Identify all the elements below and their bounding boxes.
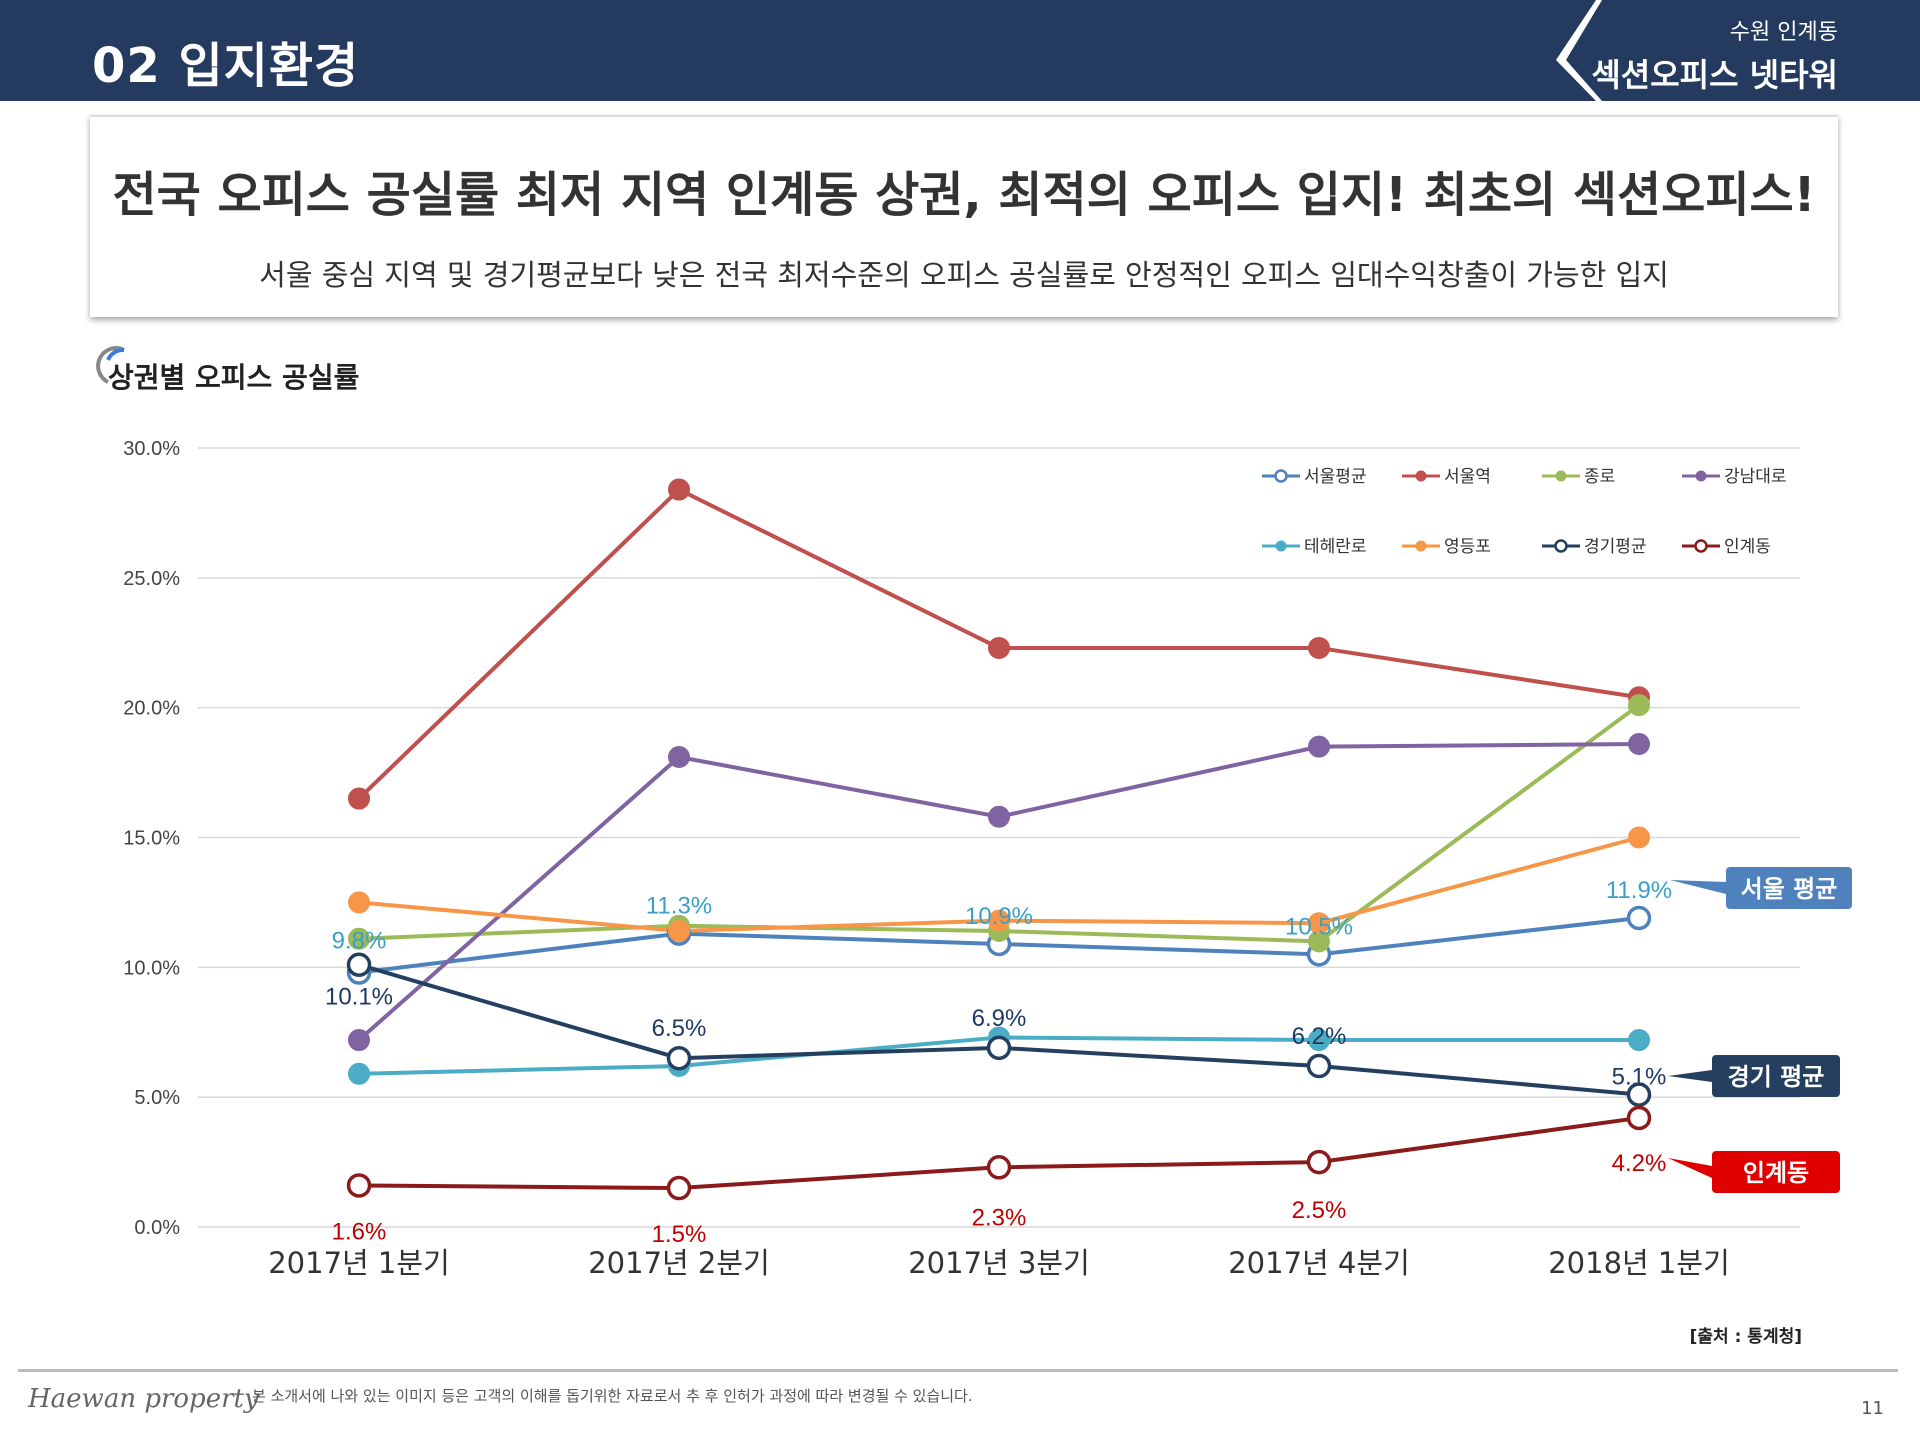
y-tick-label: 0.0% xyxy=(134,1217,180,1239)
y-tick-label: 20.0% xyxy=(123,698,180,720)
data-point xyxy=(346,1173,372,1198)
callout-box xyxy=(1726,867,1852,909)
y-tick-label: 25.0% xyxy=(123,568,180,590)
data-label: 1.5% xyxy=(652,1221,707,1248)
data-point xyxy=(1306,1053,1332,1079)
data-point xyxy=(668,919,690,942)
data-point xyxy=(348,787,370,810)
data-label: 4.2% xyxy=(1612,1150,1667,1177)
legend-label: 서울역 xyxy=(1444,467,1491,487)
page-number: 11 xyxy=(1861,1398,1884,1419)
y-tick-label: 15.0% xyxy=(123,828,180,850)
chart-source: [출처 : 통계청] xyxy=(1689,1327,1802,1347)
data-point xyxy=(1626,1105,1652,1131)
data-label: 10.5% xyxy=(1285,913,1353,940)
legend-label: 테헤란로 xyxy=(1304,537,1367,557)
data-label: 10.1% xyxy=(325,984,393,1011)
legend-label: 영등포 xyxy=(1444,537,1491,557)
data-point xyxy=(988,805,1010,828)
data-label: 6.2% xyxy=(1292,1023,1347,1050)
x-tick-label: 2017년 3분기 xyxy=(908,1246,1090,1280)
legend-swatch-marker xyxy=(1275,540,1287,552)
legend-swatch-marker xyxy=(1695,470,1707,482)
data-point xyxy=(666,1045,692,1071)
footer-disclaimer: 본 소개서에 나와 있는 이미지 등은 고객의 이해를 돕기위한 자료로서 추 … xyxy=(252,1387,973,1405)
callout-box xyxy=(1712,1055,1840,1097)
callout-pointer xyxy=(1668,1070,1712,1082)
callout-box xyxy=(1712,1151,1840,1193)
data-point xyxy=(346,952,372,977)
data-label: 6.5% xyxy=(652,1015,707,1042)
footer-divider xyxy=(18,1369,1898,1372)
legend-swatch-marker xyxy=(1415,540,1427,552)
data-point xyxy=(986,1035,1012,1061)
callout-label: 인계동 xyxy=(1743,1159,1809,1187)
callout-pointer xyxy=(1668,1158,1712,1178)
legend-swatch-marker xyxy=(1555,470,1567,482)
x-tick-label: 2018년 1분기 xyxy=(1548,1246,1730,1280)
legend-swatch-marker xyxy=(1415,470,1427,482)
data-label: 9.8% xyxy=(332,928,387,955)
data-point xyxy=(1628,694,1650,717)
data-point xyxy=(1308,636,1330,659)
y-tick-label: 5.0% xyxy=(134,1087,180,1109)
data-point xyxy=(988,636,1010,659)
data-point xyxy=(1626,905,1652,931)
data-label: 5.1% xyxy=(1612,1064,1667,1091)
data-point xyxy=(668,478,690,501)
data-point xyxy=(988,909,1010,932)
data-point xyxy=(1308,1029,1330,1052)
data-point xyxy=(348,891,370,914)
data-point xyxy=(348,927,370,950)
data-point xyxy=(1308,912,1330,935)
data-label: 2.5% xyxy=(1292,1197,1347,1224)
legend-label: 강남대로 xyxy=(1724,467,1787,487)
y-tick-label: 10.0% xyxy=(123,957,180,979)
y-tick-label: 30.0% xyxy=(123,438,180,460)
headline-title: 전국 오피스 공실률 최저 지역 인계동 상권, 최적의 오피스 입지! 최초의… xyxy=(112,167,1816,223)
data-label: 1.6% xyxy=(332,1218,387,1245)
data-label: 6.9% xyxy=(972,1005,1027,1032)
callout-label: 서울 평균 xyxy=(1741,875,1838,903)
series-line xyxy=(357,742,1640,1042)
data-point xyxy=(986,1155,1012,1180)
data-point xyxy=(1306,1149,1332,1175)
data-label: 10.9% xyxy=(965,903,1033,930)
data-point xyxy=(1628,1029,1650,1052)
legend-label: 종로 xyxy=(1584,467,1615,487)
data-point xyxy=(1308,735,1330,758)
legend-swatch-marker xyxy=(1694,539,1708,553)
legend-swatch-marker xyxy=(1274,469,1288,483)
chart-title: 상권별 오피스 공실률 xyxy=(108,361,360,394)
legend-label: 경기평균 xyxy=(1584,537,1647,557)
company-logo: Haewan property xyxy=(28,1384,259,1414)
data-point xyxy=(348,1062,370,1085)
data-point xyxy=(1628,826,1650,849)
headline-subtitle: 서울 중심 지역 및 경기평균보다 낮은 전국 최저수준의 오피스 공실률로 안… xyxy=(259,258,1669,292)
project-location: 수원 인계동 xyxy=(1729,20,1838,45)
x-tick-label: 2017년 2분기 xyxy=(588,1246,770,1280)
x-tick-label: 2017년 4분기 xyxy=(1228,1246,1410,1280)
callout-pointer xyxy=(1670,880,1726,894)
legend-label: 인계동 xyxy=(1724,537,1771,557)
callout-label: 경기 평균 xyxy=(1728,1063,1825,1091)
data-point xyxy=(666,1175,692,1201)
data-label: 11.9% xyxy=(1606,877,1672,904)
data-point xyxy=(1626,1082,1652,1107)
legend-label: 서울평균 xyxy=(1304,467,1367,487)
data-point xyxy=(348,1029,370,1052)
data-label: 11.3% xyxy=(646,893,712,920)
project-name: 섹션오피스 넷타워 xyxy=(1591,56,1838,94)
data-point xyxy=(1628,733,1650,756)
data-label: 2.3% xyxy=(972,1204,1027,1231)
legend-swatch-marker xyxy=(1554,539,1568,553)
data-point xyxy=(668,746,690,769)
section-title: 02 입지환경 xyxy=(92,38,360,94)
x-tick-label: 2017년 1분기 xyxy=(268,1246,450,1280)
headline-box: 전국 오피스 공실률 최저 지역 인계동 상권, 최적의 오피스 입지! 최초의… xyxy=(90,115,1838,317)
project-badge xyxy=(1556,0,1920,101)
